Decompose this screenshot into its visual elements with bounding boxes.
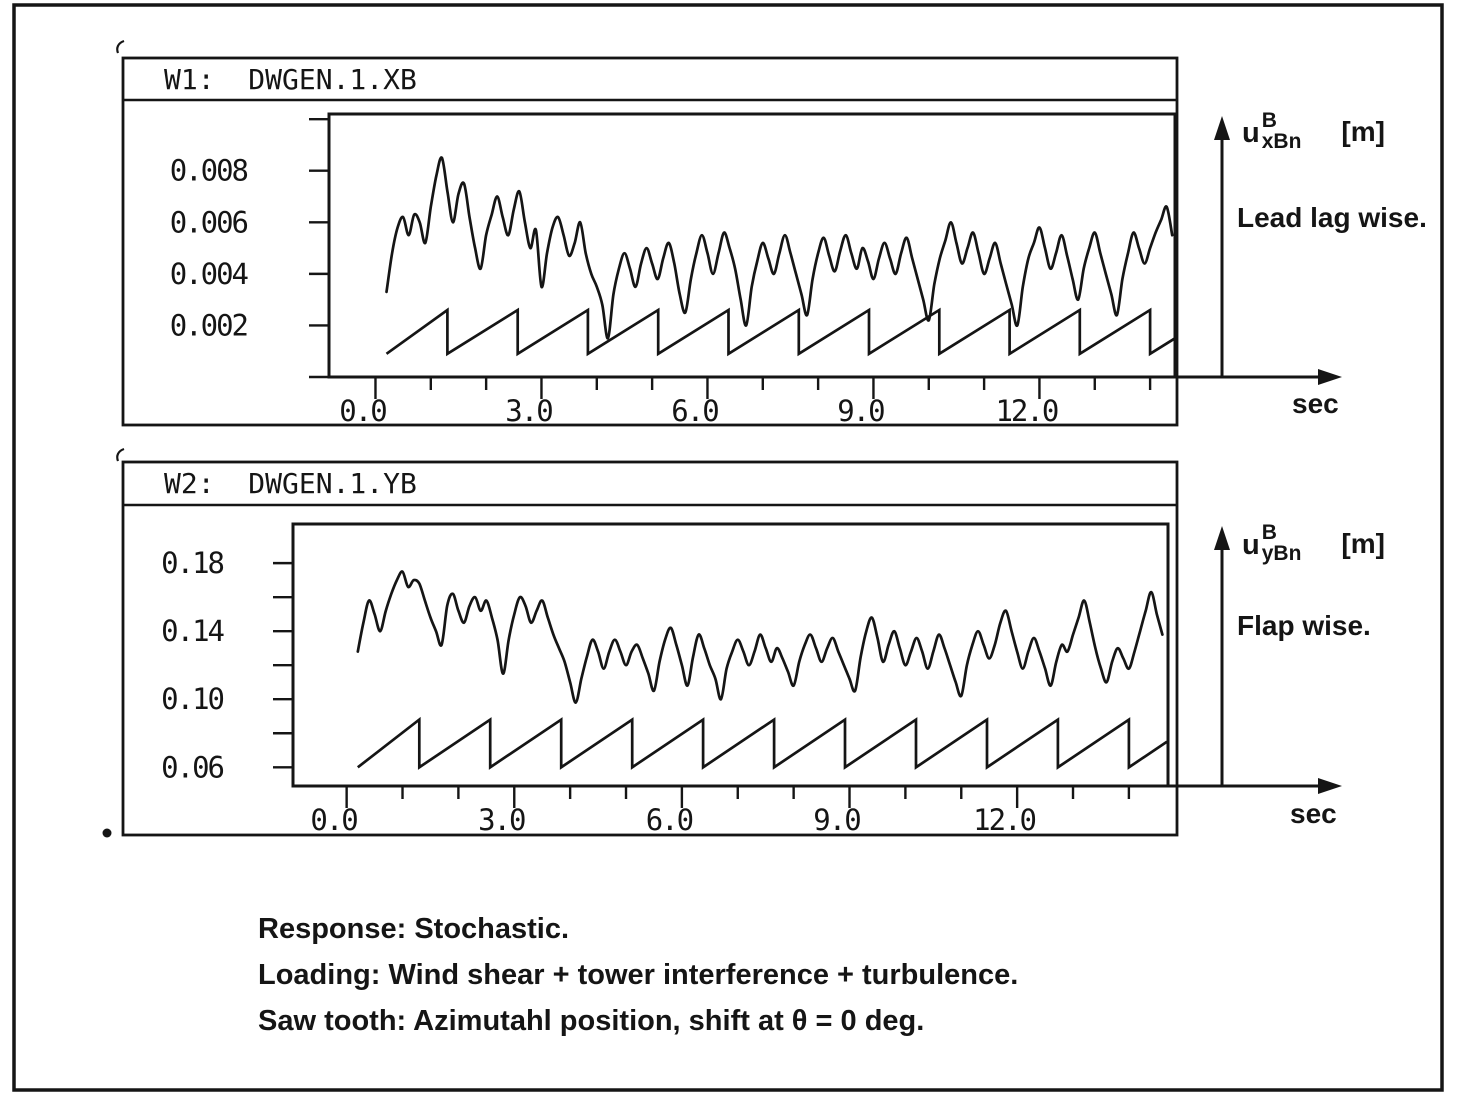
w2-y-symbol-sup: B bbox=[1261, 521, 1277, 544]
outer-frame bbox=[12, 3, 1444, 1092]
w1-window-border bbox=[121, 56, 1179, 427]
w2-sawtooth-trace bbox=[356, 716, 1168, 770]
caption-line-loading: Loading: Wind shear + tower interference… bbox=[258, 959, 1019, 991]
w2-y-unit: [m] bbox=[1341, 528, 1385, 559]
caption-line-response: Response: Stochastic. bbox=[258, 913, 570, 945]
w1-y-tick-label: 0.002 bbox=[170, 308, 247, 342]
scan-artifact-1 bbox=[116, 39, 125, 54]
w2-x-axis-arrowhead bbox=[1318, 778, 1342, 794]
w2-y-tick-label: 0.14 bbox=[161, 614, 224, 648]
w2-plot-border bbox=[291, 522, 1170, 788]
w1-x-tick-label: 12.0 bbox=[995, 394, 1057, 428]
w1-x-axis-arrowhead bbox=[1318, 369, 1342, 385]
w1-response-trace bbox=[385, 156, 1174, 340]
w1-y-axis-symbol: u B xBn [m] bbox=[1242, 110, 1385, 152]
w2-x-tick-label: 9.0 bbox=[813, 803, 860, 837]
w1-y-tick-label: 0.004 bbox=[170, 257, 249, 291]
figure-caption-block: Response: Stochastic. Loading: Wind shea… bbox=[258, 906, 1018, 1044]
w1-plot-window: 0.0 3.0 6.0 9.0 12.0 0.008 0.006 0.004 0.002 bbox=[121, 56, 1342, 428]
w2-y-symbol-scripts: B yBn bbox=[1262, 522, 1302, 564]
w1-y-tick-label: 0.008 bbox=[170, 154, 248, 188]
w2-window-border bbox=[121, 460, 1179, 837]
caption-line-sawtooth: Saw tooth: Azimutahl position, shift at … bbox=[258, 1005, 925, 1037]
w1-x-tick-label: 6.0 bbox=[671, 394, 718, 428]
scan-dot bbox=[102, 828, 112, 838]
w1-sawtooth-trace bbox=[385, 307, 1176, 357]
w2-response-trace bbox=[356, 570, 1164, 704]
w2-x-tick-label: 6.0 bbox=[646, 803, 693, 837]
w2-y-axis-symbol: u B yBn [m] bbox=[1242, 522, 1385, 564]
w1-y-symbol-sup: B bbox=[1261, 109, 1277, 132]
w2-y-axis-arrowhead bbox=[1214, 526, 1230, 550]
w2-plot-window: 0.0 3.0 6.0 9.0 12.0 0.18 0.14 0.10 0.06 bbox=[121, 460, 1342, 837]
w2-y-tick-label: 0.06 bbox=[161, 750, 223, 784]
w1-x-axis-unit: sec bbox=[1292, 388, 1339, 419]
w1-x-tick-label: 0.0 bbox=[339, 394, 386, 428]
window-title-w1: W1: DWGEN.1.XB bbox=[164, 63, 417, 96]
w1-y-symbol-sub: xBn bbox=[1261, 130, 1302, 153]
w1-plot-border bbox=[327, 112, 1177, 379]
w2-y-tick-label: 0.10 bbox=[161, 682, 223, 716]
w2-x-tick-label: 3.0 bbox=[478, 803, 525, 837]
w1-y-symbol-base: u bbox=[1242, 117, 1260, 149]
w1-y-unit: [m] bbox=[1341, 116, 1385, 147]
w2-direction-label: Flap wise. bbox=[1237, 610, 1371, 641]
w2-y-tick-label: 0.18 bbox=[161, 546, 223, 580]
w2-y-symbol-base: u bbox=[1242, 529, 1260, 561]
w2-x-axis-unit: sec bbox=[1290, 798, 1337, 829]
w1-y-symbol-scripts: B xBn bbox=[1262, 110, 1302, 152]
window-title-w2: W2: DWGEN.1.YB bbox=[164, 467, 417, 500]
w2-x-tick-label: 0.0 bbox=[310, 803, 357, 837]
w1-x-tick-label: 3.0 bbox=[505, 394, 552, 428]
w1-x-tick-label: 9.0 bbox=[837, 394, 884, 428]
w2-y-symbol-sub: yBn bbox=[1261, 542, 1302, 565]
scan-artifact-2 bbox=[116, 447, 125, 462]
w1-y-axis-arrowhead bbox=[1214, 116, 1230, 140]
w1-y-tick-label: 0.006 bbox=[170, 205, 248, 239]
w2-x-tick-label: 12.0 bbox=[973, 803, 1035, 837]
w1-direction-label: Lead lag wise. bbox=[1237, 202, 1427, 233]
